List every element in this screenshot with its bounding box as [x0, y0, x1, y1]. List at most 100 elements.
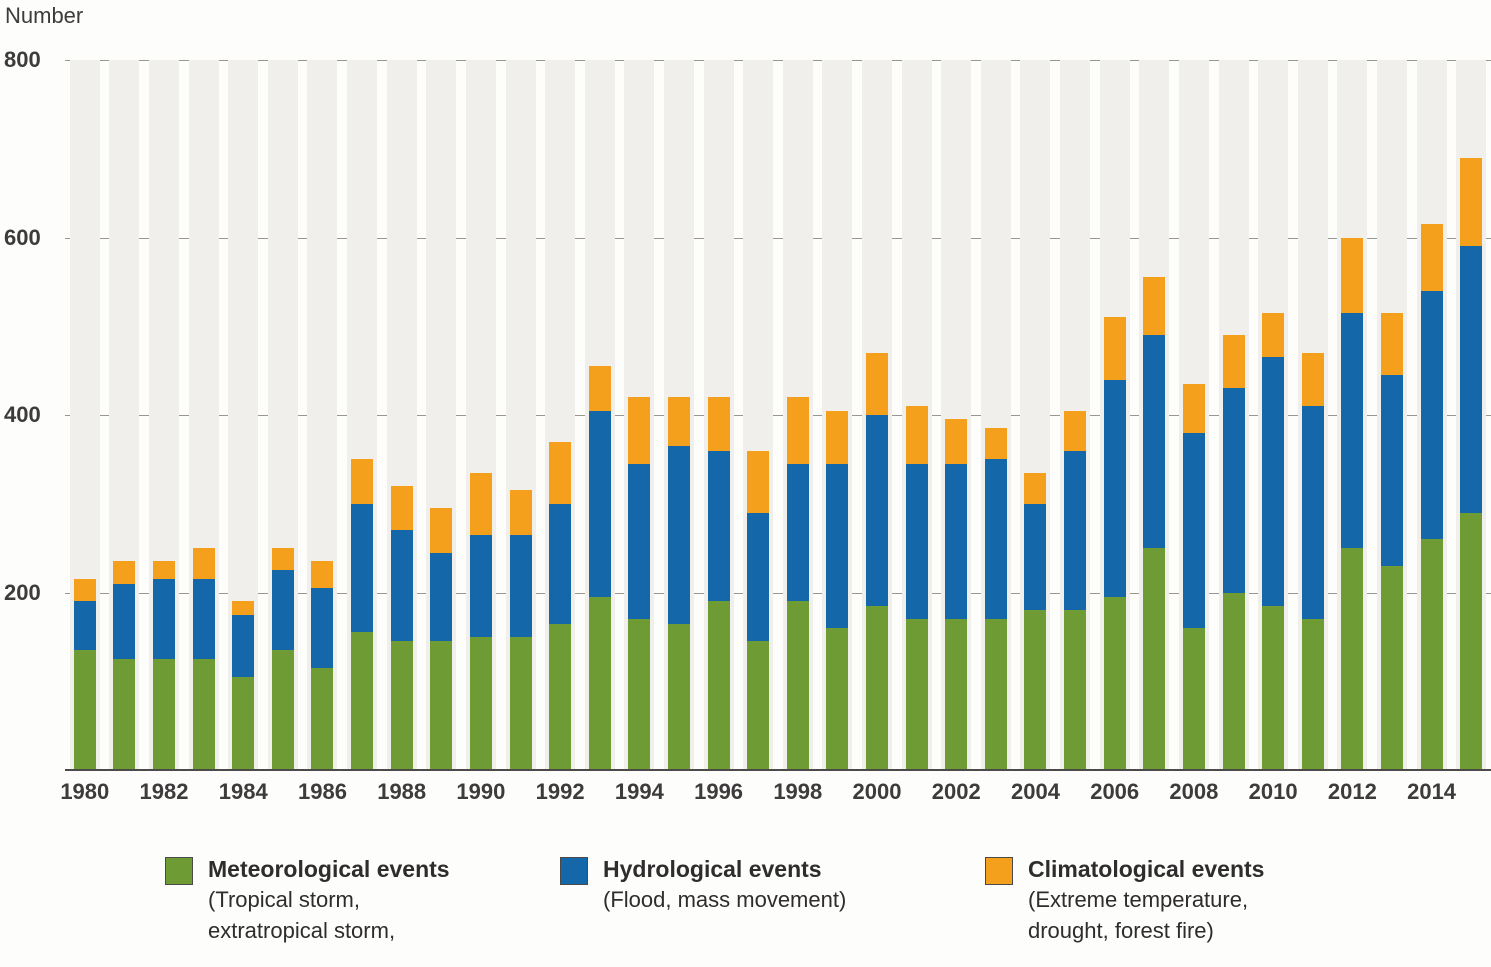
bar-segment-climatological-1998 — [786, 397, 809, 464]
plot-area — [65, 60, 1491, 771]
climatological-swatch-icon — [985, 857, 1013, 885]
bar-segment-climatological-1983 — [192, 548, 215, 580]
bar-segment-climatological-1987 — [351, 459, 374, 504]
bar-segment-hydrological-2007 — [1143, 335, 1166, 549]
bar-segment-meteorological-2000 — [866, 605, 889, 770]
bar-segment-hydrological-1983 — [192, 579, 215, 660]
bar-segment-climatological-1985 — [271, 548, 294, 571]
bar-segment-meteorological-1999 — [826, 628, 849, 770]
legend-description-line: (Flood, mass movement) — [603, 886, 847, 912]
bar-segment-climatological-1982 — [153, 561, 176, 580]
bar-segment-climatological-2008 — [1182, 383, 1205, 433]
x-tick-label: 1998 — [773, 779, 823, 804]
bar-segment-hydrological-1991 — [509, 534, 532, 637]
x-tick-label: 1982 — [139, 779, 189, 804]
bar-segment-climatological-1981 — [113, 561, 136, 584]
bar-segment-hydrological-1990 — [469, 534, 492, 637]
legend-description-line: extratropical storm, — [208, 917, 396, 943]
x-tick-label: 2012 — [1327, 779, 1377, 804]
bar-segment-climatological-1990 — [469, 472, 492, 535]
y-tick-label: 400 — [4, 402, 41, 427]
bar-segment-meteorological-2011 — [1301, 619, 1324, 770]
bar-segment-climatological-2000 — [866, 352, 889, 415]
bar-segment-climatological-2004 — [1024, 472, 1047, 504]
bar-segment-hydrological-2013 — [1380, 375, 1403, 566]
legend-description-line: drought, forest fire) — [1028, 917, 1214, 943]
bar-segment-meteorological-1998 — [786, 601, 809, 770]
legend-text: Hydrological events (Flood, mass movemen… — [603, 855, 846, 916]
bar-segment-meteorological-2014 — [1420, 539, 1443, 770]
bar-segment-meteorological-1993 — [588, 596, 611, 770]
x-tick-label: 2002 — [931, 779, 981, 804]
bar-segment-climatological-2003 — [984, 428, 1007, 460]
bar-segment-meteorological-1988 — [390, 641, 413, 770]
bar-segment-climatological-2006 — [1103, 317, 1126, 380]
bar-segment-hydrological-1993 — [588, 410, 611, 597]
bar-segment-hydrological-1989 — [430, 552, 453, 642]
bar-segment-climatological-2010 — [1262, 312, 1285, 358]
bar-segment-meteorological-2003 — [984, 619, 1007, 770]
bar-segment-climatological-1997 — [747, 450, 770, 513]
bar-segment-hydrological-2008 — [1182, 432, 1205, 628]
bar-segment-meteorological-1981 — [113, 659, 136, 770]
bar-segment-climatological-2015 — [1460, 157, 1483, 247]
bar-segment-meteorological-2009 — [1222, 592, 1245, 770]
bar-segment-climatological-2009 — [1222, 335, 1245, 389]
x-tick-label: 1980 — [60, 779, 110, 804]
x-tick-label: 1988 — [377, 779, 427, 804]
bar-segment-hydrological-2005 — [1064, 450, 1087, 611]
bar-segment-meteorological-1984 — [232, 676, 255, 770]
bar-segment-climatological-2011 — [1301, 352, 1324, 407]
legend-description-line: (Extreme temperature, — [1028, 886, 1249, 912]
bar-segment-climatological-1994 — [628, 397, 651, 464]
legend-item-climatological: Climatological events (Extreme temperatu… — [985, 855, 1264, 946]
bar-segment-climatological-1996 — [707, 397, 730, 451]
bar-segment-meteorological-1982 — [153, 659, 176, 770]
bar-segment-hydrological-1988 — [390, 530, 413, 642]
bar-segment-hydrological-1996 — [707, 450, 730, 602]
bar-segment-meteorological-2005 — [1064, 610, 1087, 770]
y-tick-label: 200 — [4, 579, 41, 605]
bar-segment-meteorological-1986 — [311, 667, 334, 770]
bar-segment-climatological-1995 — [667, 397, 690, 447]
bar-segment-hydrological-2009 — [1222, 388, 1245, 593]
bar-segment-meteorological-1985 — [271, 650, 294, 770]
bar-segment-meteorological-1990 — [469, 636, 492, 770]
legend-label: Hydrological events — [603, 856, 822, 882]
bar-segment-meteorological-2010 — [1262, 605, 1285, 770]
x-tick-label: 2000 — [852, 779, 902, 804]
bar-segment-climatological-1986 — [311, 561, 334, 589]
bar-segment-hydrological-1987 — [351, 503, 374, 633]
y-axis-title: Number — [5, 3, 84, 28]
y-tick-label: 600 — [4, 224, 41, 250]
bar-segment-meteorological-1997 — [747, 641, 770, 770]
bar-segment-meteorological-2007 — [1143, 548, 1166, 770]
bar-segment-meteorological-2006 — [1103, 596, 1126, 770]
legend-text: Climatological events (Extreme temperatu… — [1028, 855, 1264, 946]
x-tick-label: 2014 — [1407, 779, 1457, 804]
bar-segment-hydrological-2011 — [1301, 406, 1324, 620]
bar-segment-hydrological-1980 — [73, 601, 96, 651]
bar-segment-climatological-1993 — [588, 366, 611, 411]
bar-segment-hydrological-2014 — [1420, 290, 1443, 540]
bar-segment-meteorological-2013 — [1380, 565, 1403, 770]
bar-segment-meteorological-1983 — [192, 659, 215, 770]
bar-segment-hydrological-1994 — [628, 463, 651, 620]
bar-segment-hydrological-2006 — [1103, 379, 1126, 597]
bar-segment-climatological-2007 — [1143, 277, 1166, 336]
legend-text: Meteorological events (Tropical storm, e… — [208, 855, 450, 946]
bar-segment-meteorological-2001 — [905, 619, 928, 770]
bar-segment-climatological-1984 — [232, 601, 255, 615]
x-tick-label: 1990 — [456, 779, 506, 804]
bar-segment-meteorological-2008 — [1182, 628, 1205, 770]
bar-segment-hydrological-1984 — [232, 614, 255, 677]
x-tick-label: 1996 — [694, 779, 744, 804]
legend-description-line: (Tropical storm, — [208, 886, 360, 912]
bar-segment-meteorological-1992 — [549, 623, 572, 770]
bar-segment-hydrological-2010 — [1262, 357, 1285, 606]
bar-segment-meteorological-1980 — [73, 650, 96, 770]
bar-segment-hydrological-2012 — [1341, 312, 1364, 549]
x-tick-label: 1992 — [535, 779, 585, 804]
bar-segment-hydrological-1992 — [549, 503, 572, 624]
bar-segment-climatological-1989 — [430, 508, 453, 553]
